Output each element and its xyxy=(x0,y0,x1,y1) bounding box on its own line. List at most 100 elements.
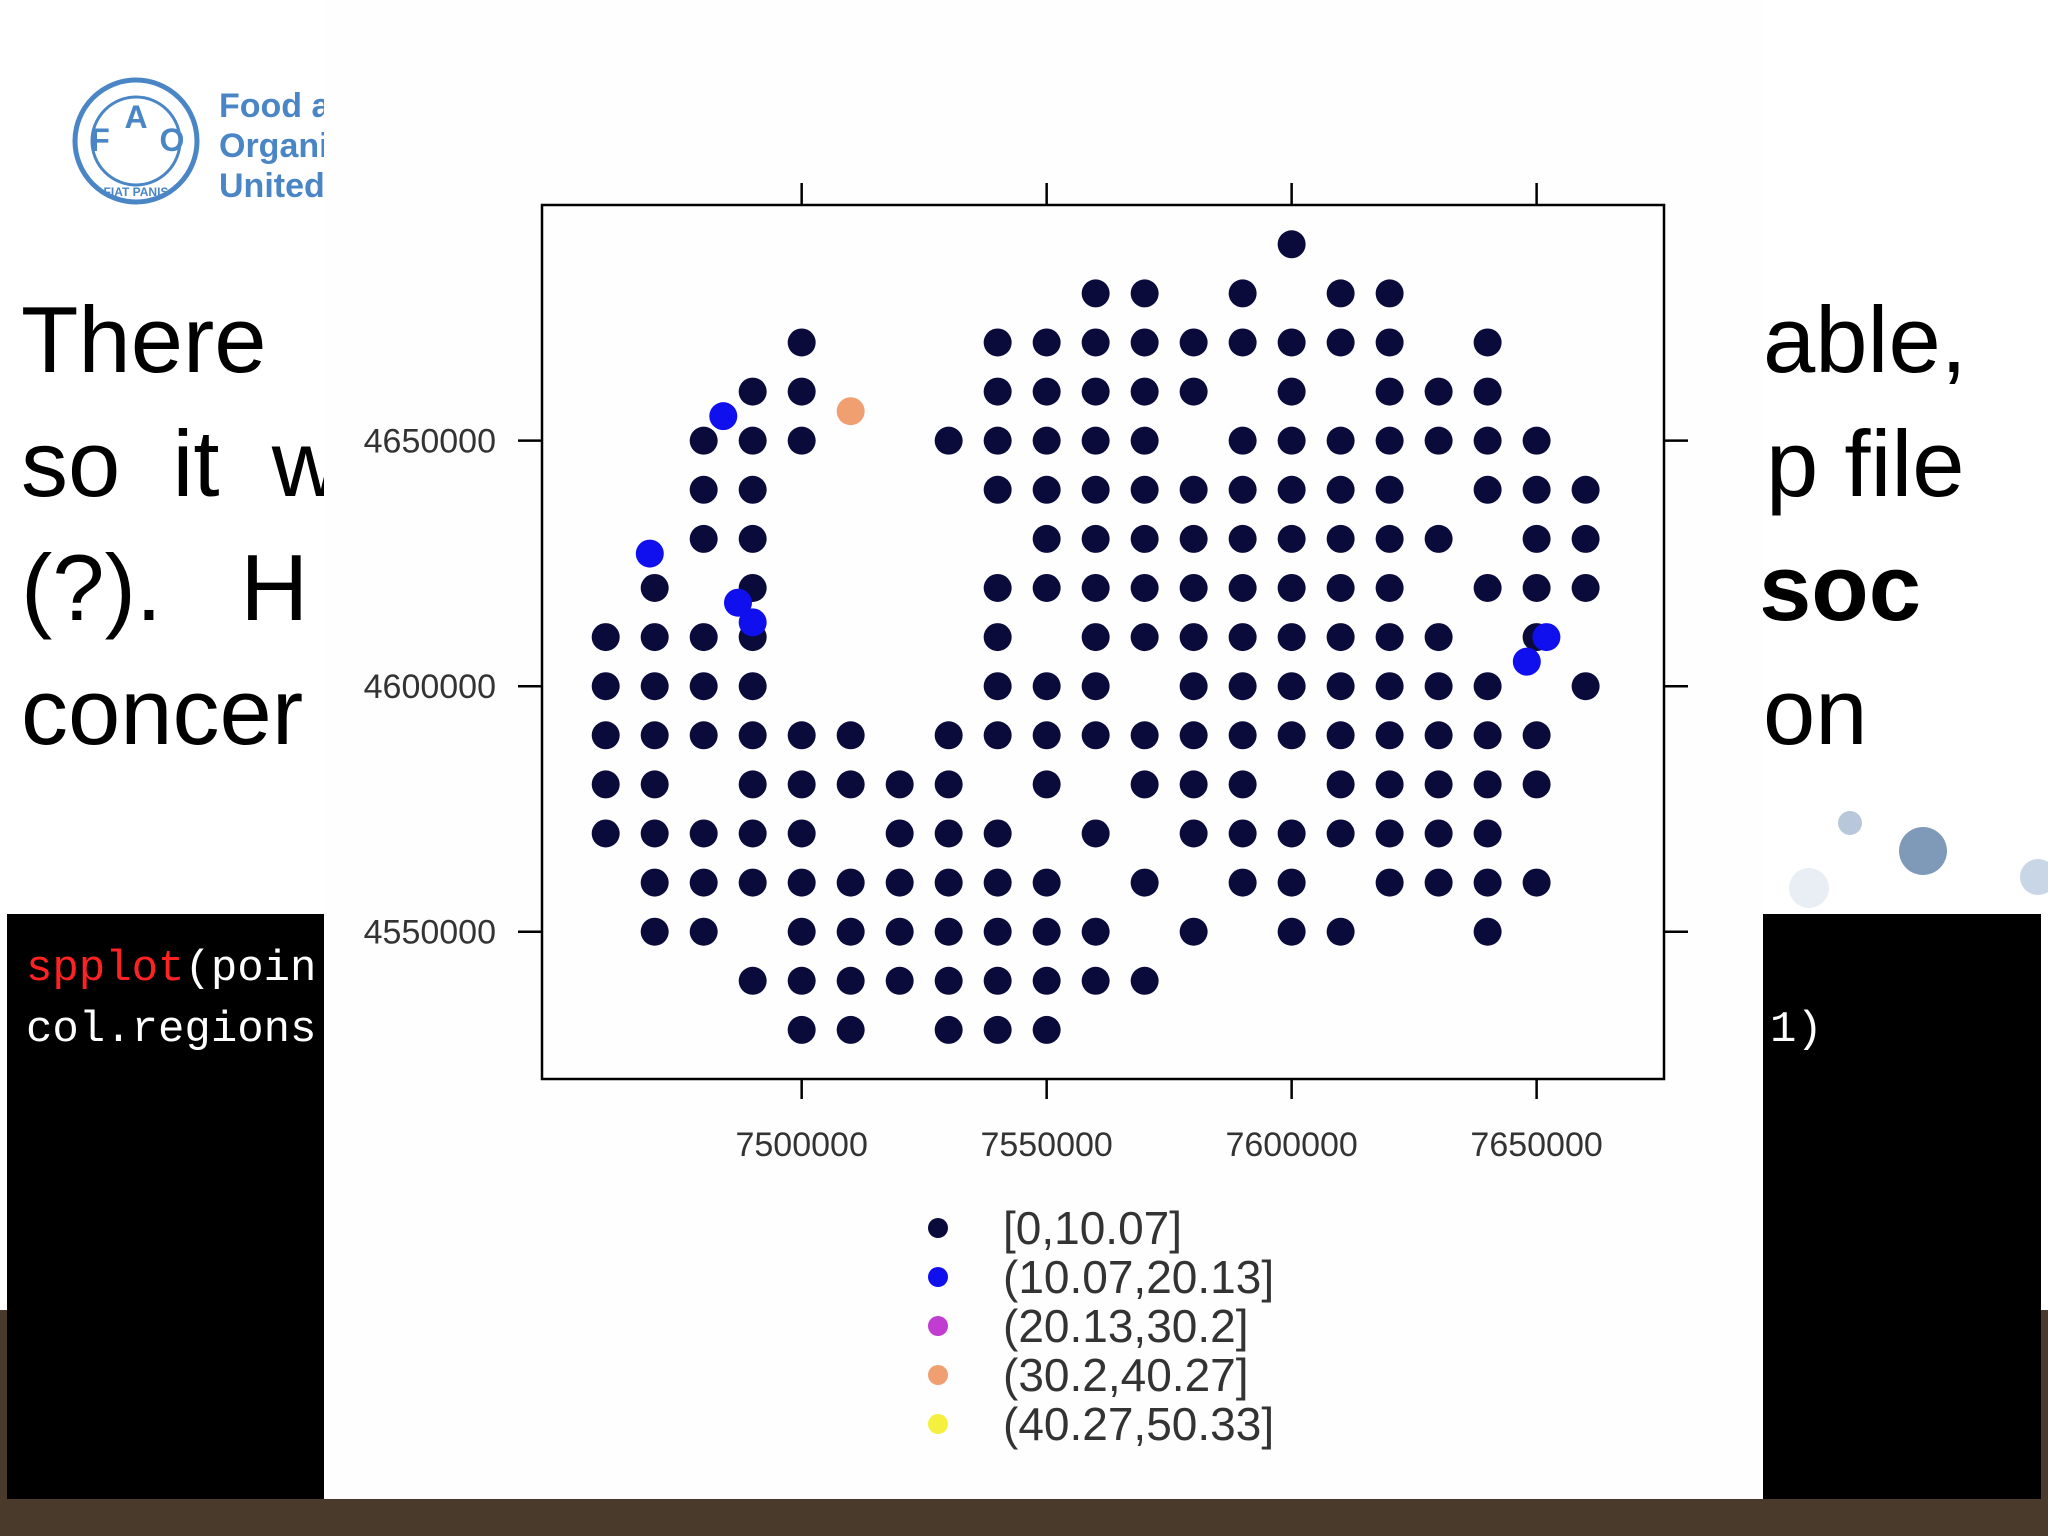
point xyxy=(1228,475,1257,504)
point xyxy=(1326,426,1355,455)
point xyxy=(1228,524,1257,553)
point xyxy=(1326,328,1355,357)
point xyxy=(689,672,718,701)
slide-text: concer xyxy=(21,659,303,764)
point xyxy=(1081,328,1110,357)
point xyxy=(787,721,816,750)
point xyxy=(1081,819,1110,848)
point xyxy=(934,1015,963,1044)
point xyxy=(787,328,816,357)
point xyxy=(1424,868,1453,897)
point xyxy=(1473,475,1502,504)
legend-marker xyxy=(928,1414,948,1434)
point xyxy=(1571,573,1600,602)
point xyxy=(635,539,664,568)
point xyxy=(1473,868,1502,897)
point xyxy=(885,966,914,995)
point xyxy=(1179,524,1208,553)
point xyxy=(885,770,914,799)
point xyxy=(983,623,1012,652)
point xyxy=(934,819,963,848)
point xyxy=(1571,524,1600,553)
point xyxy=(1228,328,1257,357)
point xyxy=(1277,377,1306,406)
point xyxy=(1424,623,1453,652)
slide-text: on xyxy=(1763,659,1868,764)
point xyxy=(1424,819,1453,848)
point xyxy=(1081,426,1110,455)
legend-label: [0,10.07] xyxy=(1003,1202,1182,1254)
point xyxy=(983,868,1012,897)
point xyxy=(1277,672,1306,701)
point xyxy=(640,672,669,701)
point xyxy=(1571,672,1600,701)
point xyxy=(1130,328,1159,357)
point xyxy=(1179,721,1208,750)
point xyxy=(1130,426,1159,455)
slide-text: able, xyxy=(1763,287,1967,392)
point xyxy=(1032,1015,1061,1044)
point xyxy=(1081,672,1110,701)
point xyxy=(640,623,669,652)
legend-marker xyxy=(928,1267,948,1287)
point xyxy=(1473,721,1502,750)
point xyxy=(738,426,767,455)
point xyxy=(885,819,914,848)
logo-ring xyxy=(72,77,200,205)
point xyxy=(1032,770,1061,799)
point xyxy=(689,819,718,848)
point xyxy=(1081,917,1110,946)
decor-bubble xyxy=(1789,868,1829,908)
point xyxy=(1081,524,1110,553)
point xyxy=(1179,917,1208,946)
point xyxy=(1473,672,1502,701)
point xyxy=(738,770,767,799)
point xyxy=(738,475,767,504)
slide-text: (?). H xyxy=(21,535,308,640)
point xyxy=(1424,524,1453,553)
point xyxy=(1277,868,1306,897)
point xyxy=(1228,573,1257,602)
point xyxy=(689,524,718,553)
logo-inner-ring xyxy=(90,95,182,187)
point xyxy=(1375,868,1404,897)
slide-text: soc xyxy=(1759,535,1921,640)
point xyxy=(1277,524,1306,553)
point xyxy=(1473,426,1502,455)
point xyxy=(591,672,620,701)
point xyxy=(983,672,1012,701)
x-tick-label: 7650000 xyxy=(1470,1126,1602,1164)
point xyxy=(934,426,963,455)
legend-marker xyxy=(928,1365,948,1385)
point xyxy=(934,721,963,750)
point xyxy=(1522,426,1551,455)
point xyxy=(591,819,620,848)
point xyxy=(1081,573,1110,602)
point xyxy=(1424,721,1453,750)
point xyxy=(1277,573,1306,602)
point xyxy=(934,770,963,799)
point xyxy=(1032,966,1061,995)
point xyxy=(1375,672,1404,701)
point xyxy=(787,1015,816,1044)
legend-label: (20.13,30.2] xyxy=(1003,1300,1249,1352)
point xyxy=(738,524,767,553)
point xyxy=(1326,279,1355,308)
point xyxy=(787,917,816,946)
point xyxy=(1032,524,1061,553)
point xyxy=(1130,966,1159,995)
point xyxy=(640,721,669,750)
point xyxy=(1326,819,1355,848)
logo-motto: FIAT PANIS xyxy=(104,185,169,199)
logo-name: United xyxy=(219,167,325,205)
point xyxy=(1424,770,1453,799)
point xyxy=(983,966,1012,995)
code-line: 1) xyxy=(1770,1005,1823,1055)
point xyxy=(1375,819,1404,848)
point xyxy=(1130,573,1159,602)
point xyxy=(983,1015,1012,1044)
point xyxy=(1473,770,1502,799)
point xyxy=(1032,721,1061,750)
point xyxy=(1424,672,1453,701)
